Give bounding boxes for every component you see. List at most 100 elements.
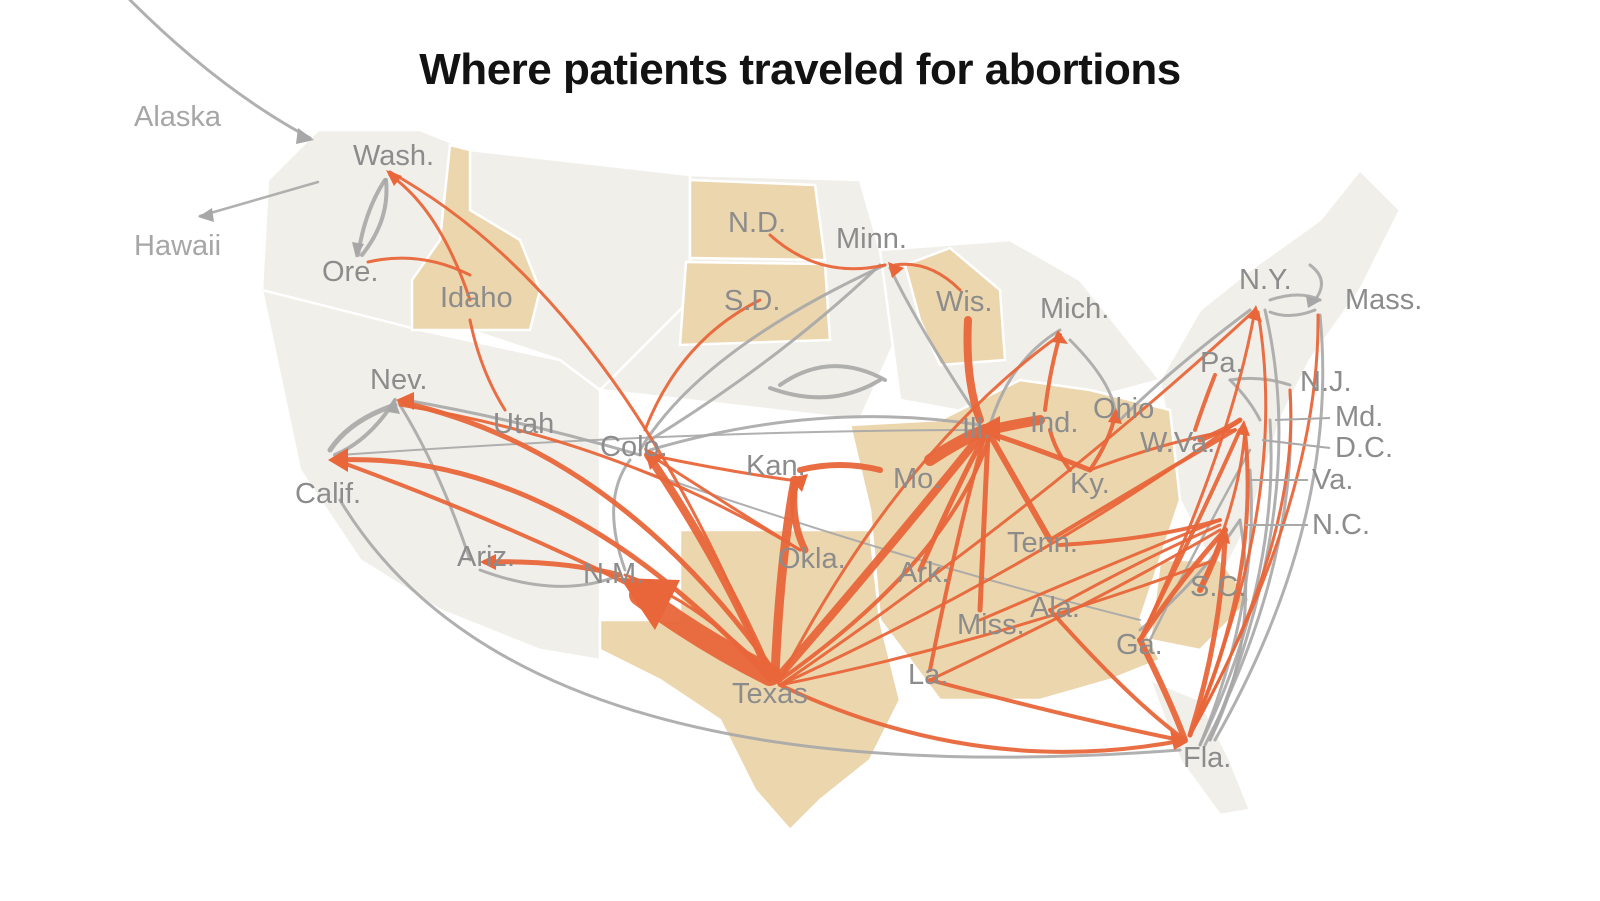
flow-colo-minn (638, 263, 887, 452)
flow-ariz-nm (478, 568, 622, 588)
label-wash: Wash. (353, 140, 434, 172)
orange-flows-layer (332, 170, 1320, 754)
map-title: Where patients traveled for abortions (419, 45, 1181, 94)
flow-fla-nc (1187, 537, 1228, 738)
flow-minn-loop-b (768, 378, 882, 400)
arrowhead-nm (620, 578, 680, 630)
label-wis: Wis. (936, 286, 992, 318)
label-nm: N.M. (583, 558, 644, 590)
arrowhead-kan (790, 474, 808, 492)
arrowhead-va (1236, 420, 1250, 436)
flow-tenn-va (1048, 428, 1237, 542)
flow-ore-wash (360, 178, 389, 257)
arrowhead-hawaii (198, 208, 214, 222)
label-ga: Ga. (1116, 629, 1163, 661)
region-wisconsin (903, 246, 1007, 367)
label-va: Va. (1312, 464, 1353, 496)
flow-wis-minn (893, 262, 962, 292)
label-calif: Calif. (295, 478, 361, 510)
flow-ga-nc (1137, 527, 1228, 643)
flow-texas-mich (778, 333, 1062, 682)
flow-miss-nc (978, 518, 1222, 622)
flow-sd-colo (643, 298, 762, 432)
flow-kan-colo (648, 453, 792, 482)
label-kan: Kan. (746, 450, 806, 482)
label-idaho: Idaho (440, 282, 513, 314)
flow-texas-nev (397, 399, 783, 683)
flow-texas-sc (778, 558, 1217, 687)
flow-wis-ill (963, 316, 984, 424)
flow-wva-md (1197, 417, 1243, 443)
label-ala: Ala. (1030, 592, 1080, 624)
label-wva: W.Va. (1140, 427, 1215, 459)
flow-fla-mass (1213, 313, 1325, 742)
flow-la-fla (928, 678, 1182, 742)
flow-ariz-nev (398, 403, 472, 562)
flow-texas-ariz (482, 559, 623, 578)
label-nc: N.C. (1312, 509, 1370, 541)
label-mo: Mo. (893, 463, 941, 495)
flow-ne-small (1308, 263, 1323, 302)
gray-arrowheads-layer (198, 128, 1322, 414)
flow-ala-nc (1048, 523, 1222, 612)
label-ind: Ind. (1030, 407, 1078, 439)
flow-fla-va (1188, 430, 1250, 737)
flow-texas-ny (778, 308, 1257, 687)
flow-minn-loop (778, 364, 887, 387)
flow-nm-colo (612, 458, 632, 572)
label-pa: Pa. (1200, 347, 1244, 379)
label-ill: Ill. (962, 413, 991, 445)
flow-ga-fla (1137, 637, 1188, 743)
label-sd: S.D. (724, 285, 780, 317)
flow-la-nc (928, 528, 1222, 682)
flow-minn-colo (648, 263, 882, 442)
label-ohio: Ohio (1093, 393, 1154, 425)
flow-fla-va (1198, 468, 1253, 747)
arrowhead-alaska-wash (296, 128, 314, 144)
arrowhead-colo (644, 448, 664, 470)
flow-texas-fla (778, 683, 1187, 754)
flow-mo-kan (797, 462, 883, 473)
flow-ky-ind (1048, 428, 1072, 472)
flow-ill-minn (888, 266, 982, 422)
label-miss: Miss. (957, 609, 1025, 641)
leader-lines-layer (1245, 417, 1331, 526)
label-tenn: Tenn. (1007, 527, 1078, 559)
leader-dc (1261, 439, 1331, 449)
label-minn: Minn. (836, 223, 907, 255)
flow-ohio-ny (1118, 308, 1252, 422)
label-colo: Colo. (600, 431, 668, 463)
label-dc: D.C. (1335, 432, 1393, 464)
flow-calif-fla (338, 498, 1182, 759)
flow-colo-ill (648, 415, 982, 452)
flow-alaska-wash (128, 0, 312, 140)
arrowhead-mass (1306, 296, 1322, 308)
flow-tenn-nc (1058, 518, 1222, 547)
flow-idaho-ore (366, 256, 472, 277)
flow-ga-ny (1138, 308, 1257, 642)
flow-nev-calif (327, 402, 398, 453)
flow-tenn-ill (987, 432, 1053, 543)
flow-ky-ill (992, 432, 1093, 473)
arrowhead-ohio (1108, 408, 1122, 424)
region-north-dakota (688, 178, 827, 262)
arrowheads-layer (328, 170, 1262, 750)
label-sc: S.C. (1190, 571, 1246, 603)
flow-calif-ill (339, 429, 981, 456)
label-ariz: Ariz. (457, 541, 515, 573)
flow-sc-va (1198, 428, 1247, 592)
flow-wash-hawaii (198, 180, 320, 218)
flow-idaho-wash (388, 173, 472, 302)
arrowhead-wash (386, 170, 402, 186)
flow-fla-nj (1188, 388, 1293, 737)
flow-mich-ohio (1068, 338, 1117, 412)
flow-miss-ill (977, 432, 991, 613)
label-fla: Fla. (1183, 742, 1231, 774)
label-md: Md. (1335, 401, 1383, 433)
arrowhead-nev-gray (388, 398, 400, 414)
label-nd: N.D. (728, 207, 786, 239)
label-hawaii: Hawaii (134, 230, 221, 262)
leader-md (1274, 417, 1331, 421)
arrowhead-mich (1052, 330, 1068, 344)
